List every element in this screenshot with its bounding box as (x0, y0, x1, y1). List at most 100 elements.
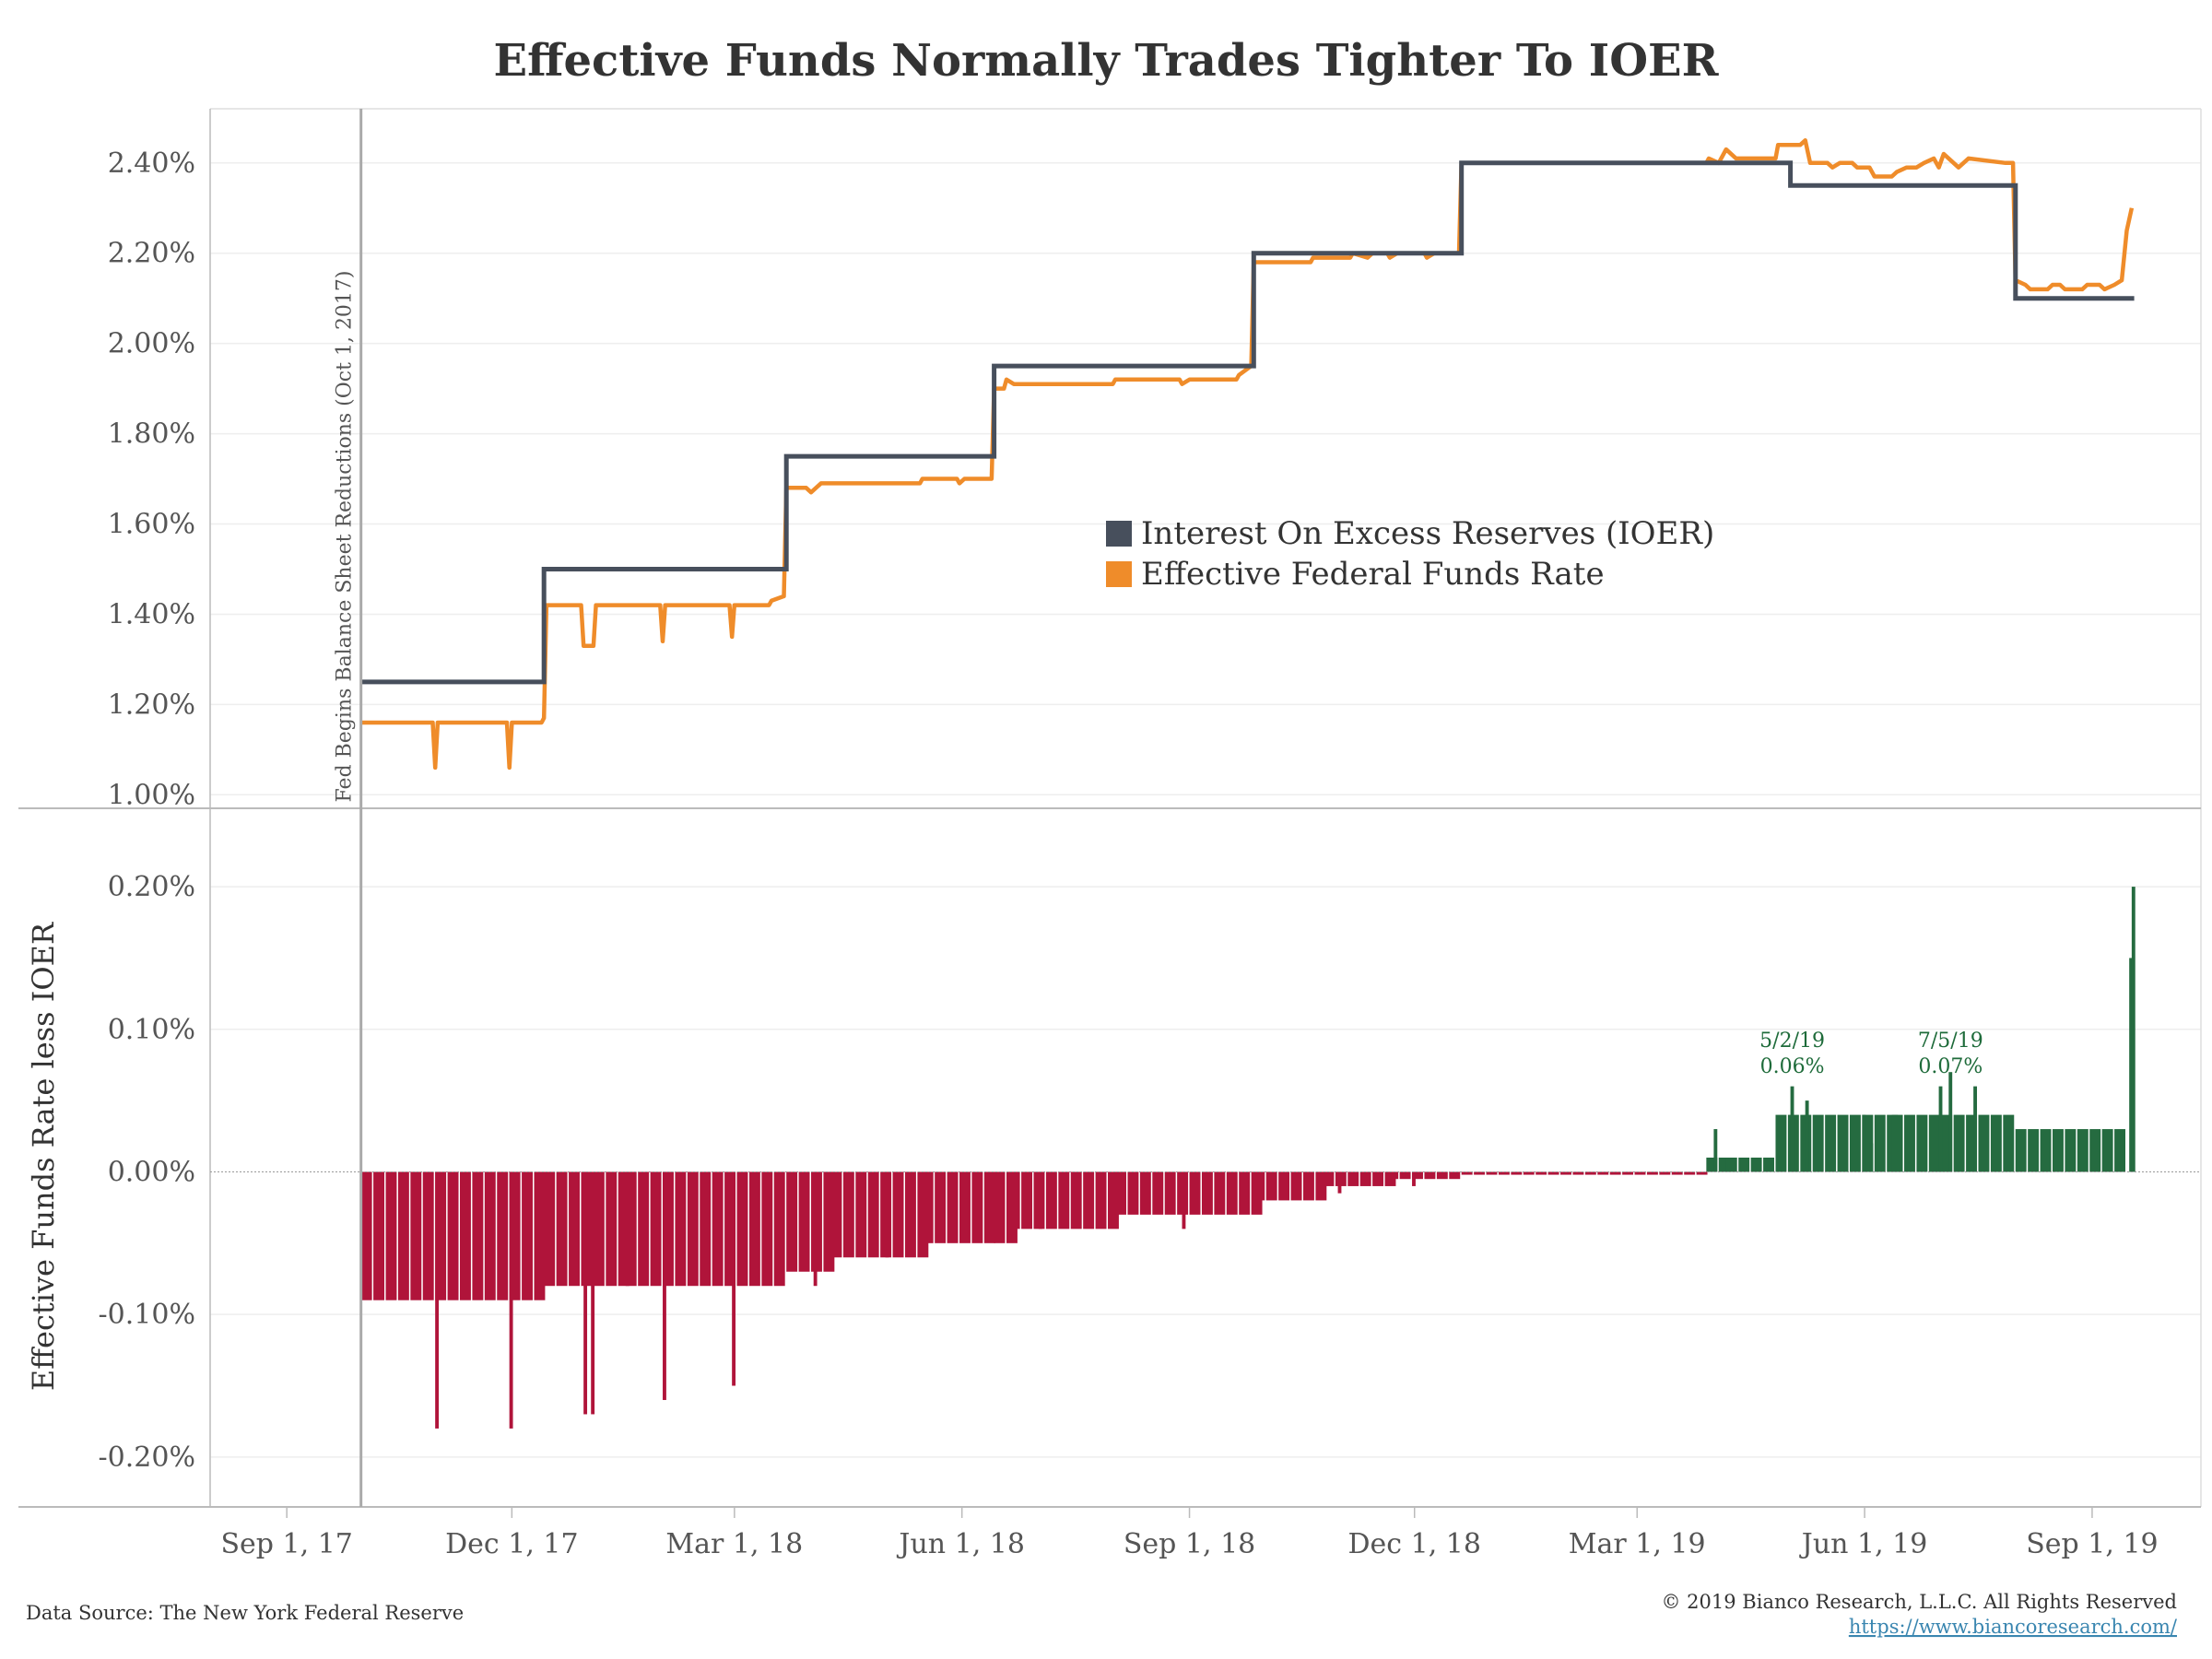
balance-sheet-marker: Fed Begins Balance Sheet Reductions (Oct… (334, 109, 363, 1507)
diff-bar (1948, 1072, 1953, 1172)
diff-bar (994, 1171, 1006, 1243)
diff-bar (1684, 1171, 1696, 1175)
diff-bar (700, 1171, 712, 1287)
diff-bar (1706, 1158, 1718, 1172)
diff-bar (2114, 1129, 2126, 1172)
diff-bar (687, 1171, 699, 1287)
diff-bar (1523, 1171, 1535, 1175)
x-tick-label: Mar 1, 19 (1569, 1528, 1706, 1560)
diff-bar (1095, 1171, 1107, 1230)
diff-bar (2015, 1129, 2027, 1172)
diff-bar (1547, 1171, 1559, 1175)
diff-bar (1486, 1171, 1498, 1175)
top-y-tick-label: 1.60% (108, 509, 195, 541)
diff-bar (2131, 887, 2136, 1172)
diff-bar (1461, 1171, 1473, 1175)
diff-bar (1139, 1171, 1151, 1215)
diff-bar (1790, 1086, 1794, 1172)
diff-bar (1560, 1171, 1571, 1175)
diff-bar (786, 1171, 798, 1272)
top-y-tick-label: 2.20% (108, 238, 195, 270)
diff-bar (1152, 1171, 1164, 1215)
diff-bar (1226, 1171, 1238, 1215)
diff-bar (1928, 1114, 1940, 1172)
diff-bar (935, 1171, 947, 1243)
diff-bar (1671, 1171, 1683, 1175)
top-y-tick-label: 1.20% (108, 688, 195, 721)
diff-bar (867, 1171, 879, 1258)
diff-bar (736, 1171, 748, 1287)
diff-bar (1108, 1171, 1119, 1230)
x-tick-label: Dec 1, 18 (1347, 1528, 1480, 1560)
diff-bar (591, 1171, 595, 1415)
diff-bar (1474, 1171, 1486, 1175)
diff-bar (1372, 1171, 1384, 1186)
diff-bar (892, 1171, 904, 1258)
top-y-tick-label: 2.00% (108, 328, 195, 360)
diff-bar (1953, 1114, 1965, 1172)
bar-annotation-value: 0.06% (1760, 1055, 1825, 1078)
x-tick-label: Sep 1, 17 (220, 1528, 352, 1560)
diff-bar (556, 1171, 568, 1287)
diff-bar (497, 1171, 509, 1300)
diff-bar (823, 1171, 835, 1272)
diff-bar (922, 1171, 934, 1243)
diff-bar (1182, 1171, 1186, 1230)
diff-bar (1399, 1171, 1411, 1180)
legend-label-ioer: Interest On Excess Reserves (IOER) (1141, 515, 1714, 552)
diff-bar (1659, 1171, 1671, 1175)
diff-bar (1891, 1114, 1903, 1172)
diff-bar (904, 1171, 916, 1258)
diff-bar (1938, 1086, 1943, 1172)
balance-sheet-label: Fed Begins Balance Sheet Reductions (Oct… (334, 270, 357, 802)
diff-bar (1115, 1171, 1126, 1215)
diff-bar (1812, 1114, 1824, 1172)
diff-bar (1449, 1171, 1461, 1180)
top-y-tick-label: 1.40% (108, 598, 195, 630)
diff-bar (1412, 1171, 1416, 1186)
diff-bar (1869, 1143, 1874, 1172)
bottom-gridlines (210, 886, 2201, 1458)
diff-bar (1021, 1171, 1033, 1230)
diff-bar (1572, 1171, 1584, 1175)
diff-bar (1622, 1171, 1634, 1175)
diff-bar (1265, 1171, 1277, 1201)
diff-bar (385, 1171, 397, 1300)
diff-bar (593, 1171, 605, 1287)
diff-bar (663, 1171, 674, 1287)
bottom-y-tick-label: 0.10% (108, 1014, 195, 1046)
diff-bar (2053, 1129, 2064, 1172)
diff-bar (1941, 1114, 1953, 1172)
diff-bar (675, 1171, 687, 1287)
top-y-tick-label: 1.80% (108, 418, 195, 451)
diff-bar (2065, 1129, 2077, 1172)
diff-bar (1750, 1158, 1762, 1172)
source-link[interactable]: https://www.biancoresearch.com/ (1849, 1616, 2178, 1638)
diff-bar (1862, 1114, 1874, 1172)
diff-bar (1584, 1171, 1596, 1175)
diff-bar (618, 1171, 629, 1287)
bottom-y-tick-label: 0.20% (108, 871, 195, 903)
diff-bar (1201, 1171, 1213, 1215)
diff-bar (983, 1171, 995, 1243)
diff-bar (1278, 1171, 1290, 1201)
x-tick-labels: Sep 1, 17 Dec 1, 17 Mar 1, 18 Jun 1, 18 Sep … (220, 1507, 2159, 1560)
diff-bar (1763, 1158, 1774, 1172)
diff-bar (410, 1171, 422, 1300)
diff-bar (569, 1171, 580, 1287)
diff-bar (544, 1171, 556, 1287)
diff-bar (1315, 1171, 1327, 1201)
bar-annotation-value: 0.07% (1918, 1055, 1983, 1078)
diff-bar (1347, 1171, 1359, 1186)
diff-bar (1862, 1114, 1866, 1172)
diff-bar (2101, 1129, 2113, 1172)
diff-bar (1725, 1158, 1737, 1172)
diff-bar (1498, 1171, 1510, 1175)
diff-bar (1634, 1171, 1646, 1175)
ioer-line (360, 160, 2135, 685)
x-tick-label: Sep 1, 19 (2026, 1528, 2158, 1560)
diff-bar (830, 1171, 842, 1258)
diff-bar (761, 1171, 773, 1287)
bottom-y-tick-label: -0.10% (99, 1299, 195, 1331)
diff-bar (1058, 1171, 1070, 1230)
